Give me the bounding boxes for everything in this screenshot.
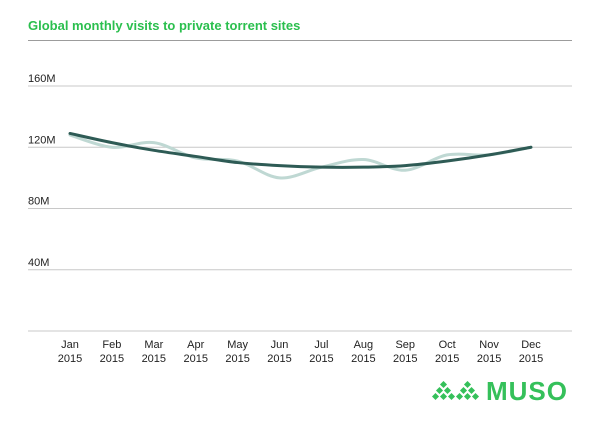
title-divider (28, 40, 572, 41)
y-tick-label: 80M (28, 196, 49, 208)
muso-wordmark: MUSO (486, 376, 568, 406)
y-axis: 40M 80M 120M 160M (28, 73, 56, 269)
x-tick-label: May 2015 (225, 339, 249, 365)
muso-logo: MUSO (432, 378, 568, 404)
x-tick-label: Mar 2015 (142, 339, 166, 365)
chart-title: Global monthly visits to private torrent… (28, 18, 301, 33)
x-tick-label: Dec 2015 (519, 339, 543, 365)
x-tick-label: Sep 2015 (393, 339, 417, 365)
y-tick-label: 40M (28, 257, 49, 269)
x-tick-label: Jan 2015 (58, 339, 82, 365)
x-tick-label: Jun 2015 (267, 339, 291, 365)
x-tick-label: Apr 2015 (183, 339, 207, 365)
gridlines (28, 85, 572, 332)
y-tick-label: 120M (28, 134, 56, 146)
trend-line (68, 131, 533, 169)
muso-logo-icon (432, 381, 480, 401)
series-lines (68, 131, 533, 180)
x-tick-label: Feb 2015 (100, 339, 124, 365)
y-tick-label: 160M (28, 73, 56, 85)
actual-visits-line (68, 133, 533, 180)
x-tick-label: Jul 2015 (309, 339, 333, 365)
x-tick-label: Nov 2015 (477, 339, 501, 365)
x-tick-label: Aug 2015 (351, 339, 375, 365)
x-axis: Jan 2015 Feb 2015 Mar 2015 Apr 2015 May 2015 Jun 20… (58, 339, 543, 365)
x-tick-label: Oct 2015 (435, 339, 459, 365)
